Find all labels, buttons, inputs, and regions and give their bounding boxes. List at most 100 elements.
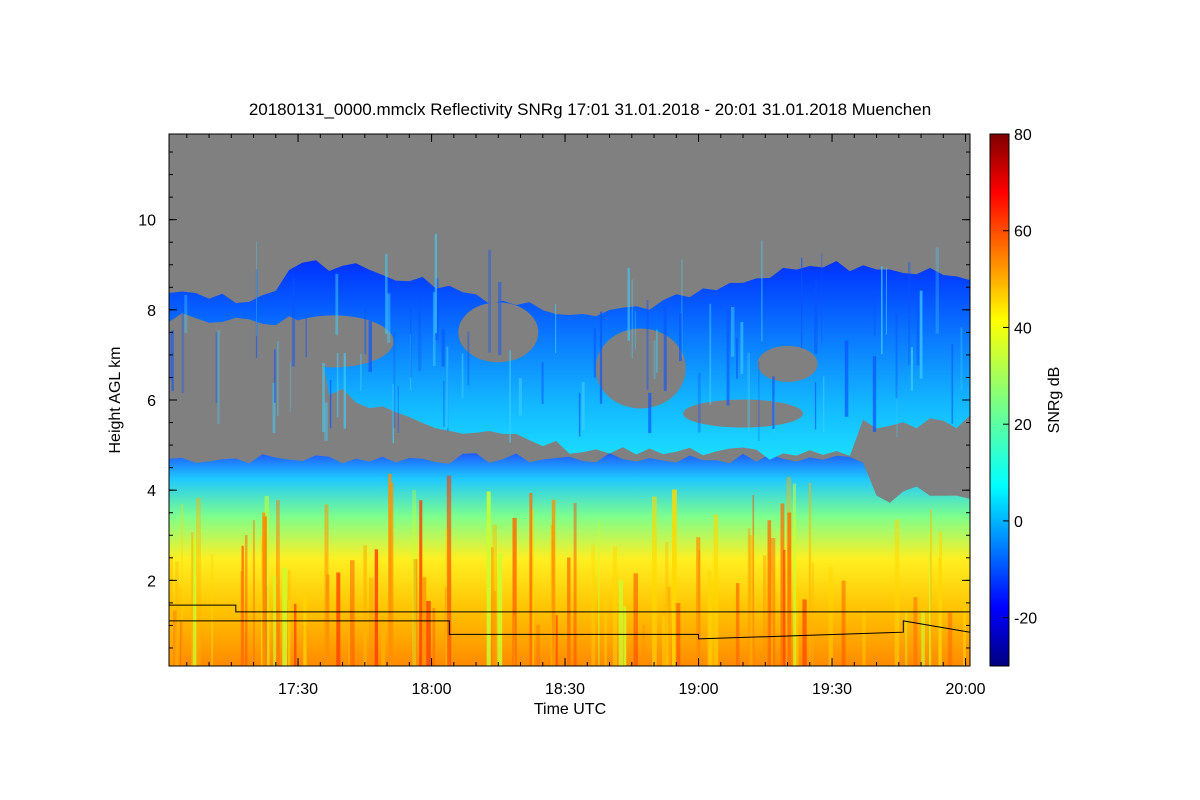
fall-streak xyxy=(413,559,418,666)
x-tick-label: 18:00 xyxy=(412,681,452,698)
cloud-wisp xyxy=(648,392,652,434)
fall-streak xyxy=(787,512,792,666)
fall-streak xyxy=(793,483,796,666)
cloud-wisp xyxy=(329,380,332,429)
fall-streak xyxy=(930,509,932,666)
fall-streak xyxy=(770,538,776,666)
cloud-wisp xyxy=(823,376,825,433)
cloud-wisp xyxy=(646,300,649,390)
fall-streak xyxy=(747,528,751,666)
x-axis: 17:30 18:00 18:30 19:00 19:30 20:00 xyxy=(186,134,986,698)
x-tick-label: 19:30 xyxy=(812,681,852,698)
x-tick-label: 17:30 xyxy=(278,681,318,698)
x-axis-label: Time UTC xyxy=(534,701,606,718)
fall-streak xyxy=(191,532,194,666)
cloud-wisp xyxy=(441,329,445,367)
y-tick-label: 2 xyxy=(147,573,156,590)
cloud-wisp xyxy=(885,267,887,335)
cloud-wisp xyxy=(418,300,422,372)
cloud-wisp xyxy=(896,386,898,438)
cloud-wisp xyxy=(181,294,185,394)
cloud-wisp xyxy=(740,322,744,375)
cloud-wisp xyxy=(360,354,362,391)
colorbar-tick-label: 60 xyxy=(1014,224,1032,241)
fall-streak xyxy=(276,500,280,666)
cloud-wisp xyxy=(801,257,803,349)
fall-streak xyxy=(419,500,423,666)
fall-streak xyxy=(947,612,953,666)
fall-streak xyxy=(672,489,677,666)
fall-streak xyxy=(532,509,534,666)
cloud-wisp xyxy=(368,320,372,372)
fall-streak xyxy=(486,491,491,666)
fall-streak xyxy=(811,562,814,666)
fall-streak xyxy=(421,577,427,666)
plot-area xyxy=(169,134,970,666)
cloud-wisp xyxy=(446,346,449,428)
fall-streak xyxy=(350,560,355,666)
cloud-wisp xyxy=(872,356,877,432)
fall-streak xyxy=(862,609,866,666)
fall-streak xyxy=(604,589,607,666)
fall-streak xyxy=(665,542,669,666)
fall-streak xyxy=(598,521,600,666)
cloud-wisp xyxy=(169,333,172,380)
fall-streak xyxy=(241,545,244,666)
fall-streak xyxy=(748,535,754,666)
cloud-wisp xyxy=(217,330,220,424)
fall-streak xyxy=(276,623,281,666)
colorbar-axis: -20 0 20 40 60 80 xyxy=(1003,127,1037,628)
cloud-wisp xyxy=(432,292,436,366)
cloud-wisp xyxy=(461,353,464,398)
fall-streak xyxy=(555,615,558,666)
fall-streak xyxy=(426,601,431,666)
fall-streak xyxy=(497,553,503,666)
cloud-wisp xyxy=(593,328,597,378)
cloud-wisp xyxy=(814,382,817,430)
cloud-wisp xyxy=(184,294,188,333)
cloud-wisp xyxy=(814,279,818,354)
fall-streak xyxy=(512,518,517,666)
fall-streak xyxy=(287,599,291,666)
cloud-wisp xyxy=(392,383,394,443)
colorbar xyxy=(989,133,1010,667)
fall-streak xyxy=(913,597,918,666)
fall-streak xyxy=(841,580,846,666)
fall-streak xyxy=(708,580,714,666)
fall-streak xyxy=(374,549,379,666)
y-tick-label: 4 xyxy=(147,483,156,500)
fall-streak xyxy=(244,535,248,666)
cloud-wisp xyxy=(747,352,750,432)
fall-streak xyxy=(491,547,494,666)
cloud-wisp xyxy=(581,381,585,431)
cloud-wisp xyxy=(336,353,339,418)
cloud-wisp xyxy=(634,311,636,350)
fall-streak xyxy=(536,624,540,666)
fall-streak xyxy=(963,607,967,666)
cloud-wisp xyxy=(498,282,502,355)
fall-streak xyxy=(282,567,287,666)
cloud-wisp xyxy=(758,361,760,441)
cloud-wisp xyxy=(272,382,276,433)
cloud-wisp xyxy=(916,299,920,366)
fall-streak xyxy=(905,610,908,666)
cloud-wisp xyxy=(844,340,849,417)
fall-streak xyxy=(783,549,786,666)
cloud-wisp xyxy=(171,330,174,391)
fall-streak xyxy=(169,556,173,666)
cloud-wisp xyxy=(256,242,257,336)
cloud-wisp xyxy=(273,349,276,403)
cloud-wisp xyxy=(709,303,712,405)
fall-streak xyxy=(446,475,452,666)
cloud-wisp xyxy=(761,240,763,342)
colorbar-label: SNRg dB xyxy=(1046,367,1063,434)
cloud-wisp xyxy=(555,303,557,354)
overlay-line xyxy=(169,620,970,640)
cloud-wisp xyxy=(488,249,492,353)
cloud-gap xyxy=(595,328,686,409)
fall-streak xyxy=(551,499,556,666)
cloud-wisp xyxy=(663,306,667,391)
fall-streak xyxy=(268,607,271,666)
cloud-wisp xyxy=(289,361,291,412)
fall-streak xyxy=(192,539,197,666)
